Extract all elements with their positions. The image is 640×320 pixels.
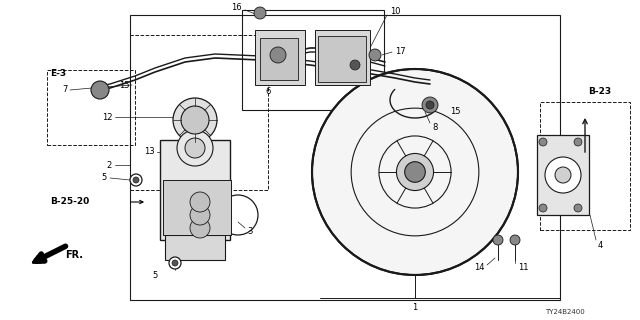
Bar — [165, 235, 225, 260]
Text: 6: 6 — [266, 87, 271, 97]
Circle shape — [539, 138, 547, 146]
Text: B-25-20: B-25-20 — [50, 197, 89, 206]
Bar — [255, 30, 305, 85]
Circle shape — [493, 235, 503, 245]
Circle shape — [177, 130, 213, 166]
Bar — [160, 140, 230, 240]
Text: 3: 3 — [247, 228, 252, 236]
Text: 11: 11 — [518, 263, 529, 273]
Circle shape — [426, 101, 434, 109]
Bar — [130, 15, 560, 300]
Circle shape — [369, 49, 381, 61]
Text: 1: 1 — [412, 303, 418, 313]
Text: FR.: FR. — [65, 250, 83, 260]
Circle shape — [574, 204, 582, 212]
Bar — [163, 180, 231, 235]
Circle shape — [185, 138, 205, 158]
Text: TY24B2400: TY24B2400 — [545, 309, 585, 315]
Circle shape — [91, 81, 109, 99]
Bar — [318, 36, 366, 82]
Text: 7: 7 — [63, 85, 68, 94]
Bar — [540, 102, 630, 230]
Circle shape — [133, 177, 139, 183]
Circle shape — [254, 7, 266, 19]
Circle shape — [190, 192, 210, 212]
Text: 10: 10 — [390, 7, 401, 17]
Circle shape — [190, 205, 210, 225]
Bar — [260, 38, 298, 80]
Text: 16: 16 — [232, 4, 242, 12]
Circle shape — [545, 157, 581, 193]
Circle shape — [396, 154, 433, 190]
Text: E-3: E-3 — [50, 69, 66, 78]
Text: B-23: B-23 — [588, 87, 611, 97]
Text: 5: 5 — [152, 270, 157, 279]
Circle shape — [539, 204, 547, 212]
Circle shape — [574, 138, 582, 146]
Text: 5: 5 — [102, 173, 107, 182]
Circle shape — [404, 162, 426, 182]
Text: 4: 4 — [598, 241, 604, 250]
Circle shape — [510, 235, 520, 245]
Circle shape — [270, 47, 286, 63]
Bar — [537, 135, 589, 215]
Text: 12: 12 — [102, 113, 113, 122]
Text: 9: 9 — [324, 68, 330, 76]
Text: 17: 17 — [395, 47, 406, 57]
Bar — [47, 70, 135, 145]
Text: 2: 2 — [107, 161, 112, 170]
Text: 8: 8 — [432, 124, 437, 132]
Bar — [130, 35, 268, 190]
Bar — [315, 30, 370, 85]
Circle shape — [345, 55, 365, 75]
Text: 15: 15 — [120, 81, 130, 90]
Circle shape — [172, 260, 178, 266]
Text: 15: 15 — [450, 108, 461, 116]
Circle shape — [173, 98, 217, 142]
Circle shape — [181, 106, 209, 134]
Text: 14: 14 — [474, 263, 485, 273]
Circle shape — [169, 257, 181, 269]
Circle shape — [130, 174, 142, 186]
Bar — [242, 10, 384, 110]
Circle shape — [422, 97, 438, 113]
Circle shape — [190, 218, 210, 238]
Circle shape — [555, 167, 571, 183]
Circle shape — [312, 69, 518, 275]
Text: 13: 13 — [145, 148, 155, 156]
Circle shape — [350, 60, 360, 70]
